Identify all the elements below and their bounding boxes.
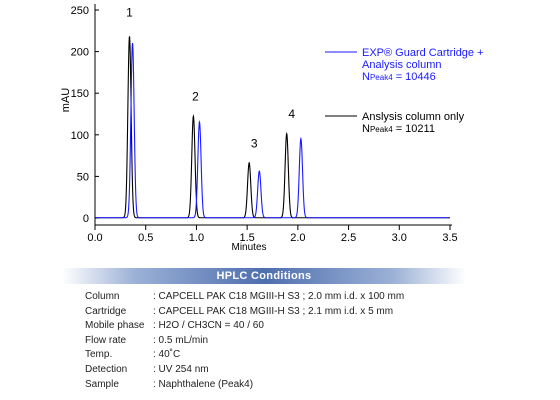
x-tick-label: 1.5 — [239, 232, 254, 244]
conditions-value: : H2O / CH3CN = 40 / 60 — [153, 320, 264, 332]
x-tick-label: 2.0 — [290, 232, 305, 244]
x-tick-label: 1.0 — [189, 232, 204, 244]
x-tick-label: 3.0 — [392, 232, 407, 244]
conditions-row: Flow rate : 0.5 mL/min — [85, 334, 404, 349]
conditions-label: Mobile phase — [85, 320, 145, 332]
legend-plate-count: NPeak4 = 10211 — [362, 123, 435, 135]
conditions-value: : Naphthalene (Peak4) — [153, 378, 254, 390]
conditions-value: : CAPCELL PAK C18 MGIII-H S3 ; 2.0 mm i.… — [153, 291, 405, 302]
legend-plate-count: NPeak4 = 10446 — [362, 71, 436, 83]
y-tick-label: 250 — [71, 5, 89, 17]
y-tick-label: 200 — [71, 47, 89, 59]
conditions-row: Column : CAPCELL PAK C18 MGIII-H S3 ; 2.0… — [85, 290, 404, 305]
trace-line-with-cartridge — [95, 42, 450, 219]
conditions-value: : UV 254 nm — [153, 363, 209, 375]
conditions-row: Mobile phase : H2O / CH3CN = 40 / 60 — [85, 319, 404, 334]
conditions-row: Detection : UV 254 nm — [85, 363, 404, 378]
conditions-label: Detection — [85, 363, 128, 375]
peak-label: 2 — [192, 90, 199, 104]
legend-label: Analysis column — [362, 59, 441, 71]
x-axis-ticks: 0.0 0.5 1.0 1.5 2.0 2.5 3.0 3.5 — [87, 225, 458, 244]
chromatogram-traces — [95, 36, 450, 219]
conditions-row: Sample : Naphthalene (Peak4) — [85, 378, 404, 393]
conditions-row: Cartridge : CAPCELL PAK C18 MGIII-H S3 ; … — [85, 305, 404, 320]
conditions-label: Column — [85, 291, 120, 302]
x-tick-label: 2.5 — [341, 232, 356, 244]
x-tick-label: 3.5 — [442, 232, 457, 244]
peak-labels: 1 2 3 4 — [126, 6, 295, 151]
peak-label: 1 — [126, 6, 133, 20]
conditions-label: Flow rate — [85, 334, 127, 346]
peak-label: 3 — [251, 136, 258, 150]
peak-label: 4 — [288, 107, 295, 121]
legend-label: Anslysis column only — [362, 111, 465, 123]
conditions-label: Cartridge — [85, 305, 127, 317]
chart-legend: EXP® Guard Cartridge +Analysis columnNPe… — [325, 47, 484, 135]
y-tick-label: 0 — [83, 213, 89, 225]
conditions-row: Temp. : 40˚C — [85, 348, 404, 363]
y-tick-label: 100 — [71, 130, 89, 142]
legend-label: EXP® Guard Cartridge + — [362, 47, 484, 59]
y-axis-label: mAU — [60, 88, 72, 113]
conditions-label: Sample — [85, 378, 119, 390]
x-tick-label: 0.5 — [138, 232, 153, 244]
conditions-table: Column : CAPCELL PAK C18 MGIII-H S3 ; 2.0… — [85, 290, 404, 392]
y-tick-label: 50 — [77, 171, 89, 183]
conditions-value: : 40˚C — [153, 349, 181, 361]
x-axis-label: Minutes — [231, 242, 266, 253]
conditions-value: : 0.5 mL/min — [153, 334, 209, 346]
x-tick-label: 0.0 — [87, 232, 102, 244]
conditions-header-bar: HPLC Conditions — [62, 268, 466, 284]
conditions-title: HPLC Conditions — [216, 270, 312, 282]
y-tick-label: 150 — [71, 88, 89, 100]
conditions-value: : CAPCELL PAK C18 MGIII-H S3 ; 2.1 mm i.… — [153, 305, 394, 317]
conditions-label: Temp. — [85, 349, 113, 361]
y-axis-ticks: 0 50 100 150 200 250 — [71, 5, 99, 225]
chromatogram-chart: 0 50 100 150 200 250 0.0 0.5 1.0 1.5 2.0 2.5 3.0 3.5… — [60, 4, 484, 253]
